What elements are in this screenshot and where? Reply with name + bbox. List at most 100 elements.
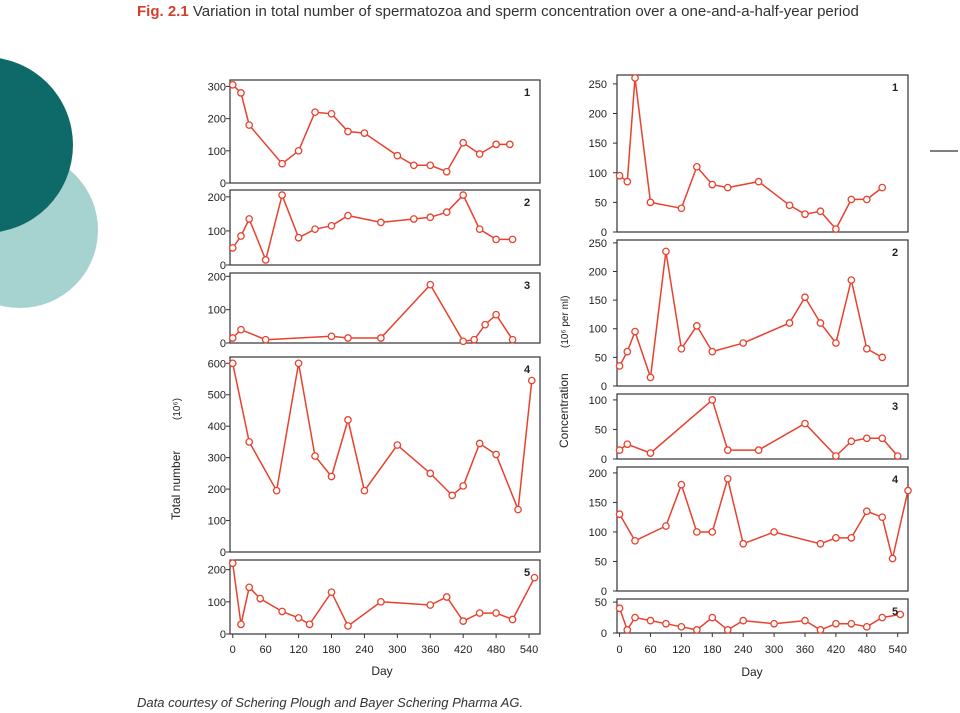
data-point xyxy=(245,583,254,592)
panel-number: 3 xyxy=(892,401,898,413)
y-tick-label: 0 xyxy=(220,260,226,272)
panel-number: 1 xyxy=(892,82,898,94)
data-point xyxy=(492,609,500,617)
y-tick-label: 100 xyxy=(589,324,607,336)
data-point xyxy=(646,616,655,625)
data-point xyxy=(816,626,825,634)
data-point xyxy=(344,211,352,220)
data-point xyxy=(393,151,402,160)
data-point xyxy=(426,469,435,478)
left-panel-1: 0 100 200 300 1 xyxy=(208,79,541,190)
data-point xyxy=(245,121,254,129)
data-point xyxy=(847,534,856,542)
data-point xyxy=(508,235,517,244)
data-point xyxy=(344,416,352,424)
data-point xyxy=(615,171,624,180)
x-tick-label: 420 xyxy=(454,644,472,656)
data-point xyxy=(832,452,840,460)
data-point xyxy=(623,626,632,634)
data-point xyxy=(530,573,539,582)
data-point xyxy=(739,616,748,625)
data-point xyxy=(426,601,435,609)
x-tick-label: 480 xyxy=(487,644,505,656)
data-point xyxy=(847,437,856,446)
data-point xyxy=(294,146,303,155)
y-tick-label: 200 xyxy=(208,271,226,283)
y-tick-label: 0 xyxy=(220,547,226,559)
panel-number: 5 xyxy=(892,606,898,618)
right-panel-1: 0 50 100 150 200 250 1 xyxy=(589,74,909,239)
series-line xyxy=(231,563,536,628)
y-tick-label: 150 xyxy=(589,138,607,150)
data-point xyxy=(492,140,500,149)
data-point xyxy=(228,244,237,252)
data-point xyxy=(228,359,237,368)
data-point xyxy=(327,472,336,481)
figure-caption: Fig. 2.1 Variation in total number of sp… xyxy=(137,2,937,22)
panel-number: 2 xyxy=(892,247,898,259)
right-ylabel-unit: (10⁶ per ml) xyxy=(560,296,571,348)
data-point xyxy=(311,452,319,460)
x-tick-label: 180 xyxy=(322,644,340,656)
y-tick-label: 0 xyxy=(220,629,226,641)
data-point xyxy=(261,256,270,264)
data-point xyxy=(801,210,809,219)
y-tick-label: 0 xyxy=(601,454,607,466)
data-point xyxy=(294,233,303,242)
panel-frame xyxy=(616,598,909,634)
data-point xyxy=(862,622,871,631)
data-point xyxy=(311,108,319,117)
data-point xyxy=(426,213,435,222)
decor-circle-dark xyxy=(0,58,73,232)
data-point xyxy=(256,594,265,603)
data-point xyxy=(878,513,887,522)
data-point xyxy=(492,450,500,459)
y-tick-label: 200 xyxy=(589,266,607,278)
y-tick-label: 200 xyxy=(589,109,607,121)
left-ylabel: Total number xyxy=(169,451,183,520)
data-point xyxy=(708,396,717,404)
data-point xyxy=(862,507,871,516)
data-point xyxy=(723,183,732,192)
data-point xyxy=(615,604,624,613)
x-tick-label: 240 xyxy=(734,644,752,656)
data-point xyxy=(847,195,856,204)
data-point xyxy=(459,191,468,199)
x-tick-label: 240 xyxy=(355,644,373,656)
x-tick-label: 120 xyxy=(672,644,690,656)
data-point xyxy=(862,434,871,443)
data-point xyxy=(245,438,254,446)
right-panel-4: 0 50 100 150 200 4 xyxy=(589,466,912,598)
x-tick-label: 0 xyxy=(230,644,236,656)
left-panel-5: 0 100 200 5 xyxy=(208,559,541,641)
panel-frame xyxy=(229,189,541,266)
data-point xyxy=(442,593,451,601)
panel-number: 1 xyxy=(524,87,530,99)
data-point xyxy=(228,80,237,89)
y-tick-label: 100 xyxy=(208,226,226,238)
data-point xyxy=(677,344,686,353)
x-tick-label: 180 xyxy=(703,644,721,656)
y-tick-label: 200 xyxy=(208,565,226,577)
series-line xyxy=(232,283,514,343)
data-credit: Data courtesy of Schering Plough and Bay… xyxy=(137,695,524,710)
data-point xyxy=(475,439,484,448)
y-tick-label: 0 xyxy=(601,586,607,598)
data-point xyxy=(237,620,245,629)
data-point xyxy=(327,588,336,597)
y-tick-label: 0 xyxy=(601,227,607,239)
y-tick-label: 50 xyxy=(595,556,607,568)
data-point xyxy=(904,486,912,495)
panel-frame xyxy=(616,393,909,460)
panel-frame xyxy=(616,239,909,387)
data-point xyxy=(237,89,245,97)
right-xlabel: Day xyxy=(741,665,762,679)
y-tick-label: 100 xyxy=(208,516,226,528)
panel-number: 2 xyxy=(524,197,530,209)
data-point xyxy=(692,162,701,171)
data-point xyxy=(228,334,237,342)
x-tick-label: 480 xyxy=(858,644,876,656)
y-tick-label: 250 xyxy=(589,238,607,250)
data-point xyxy=(481,320,489,329)
data-point xyxy=(360,129,369,137)
